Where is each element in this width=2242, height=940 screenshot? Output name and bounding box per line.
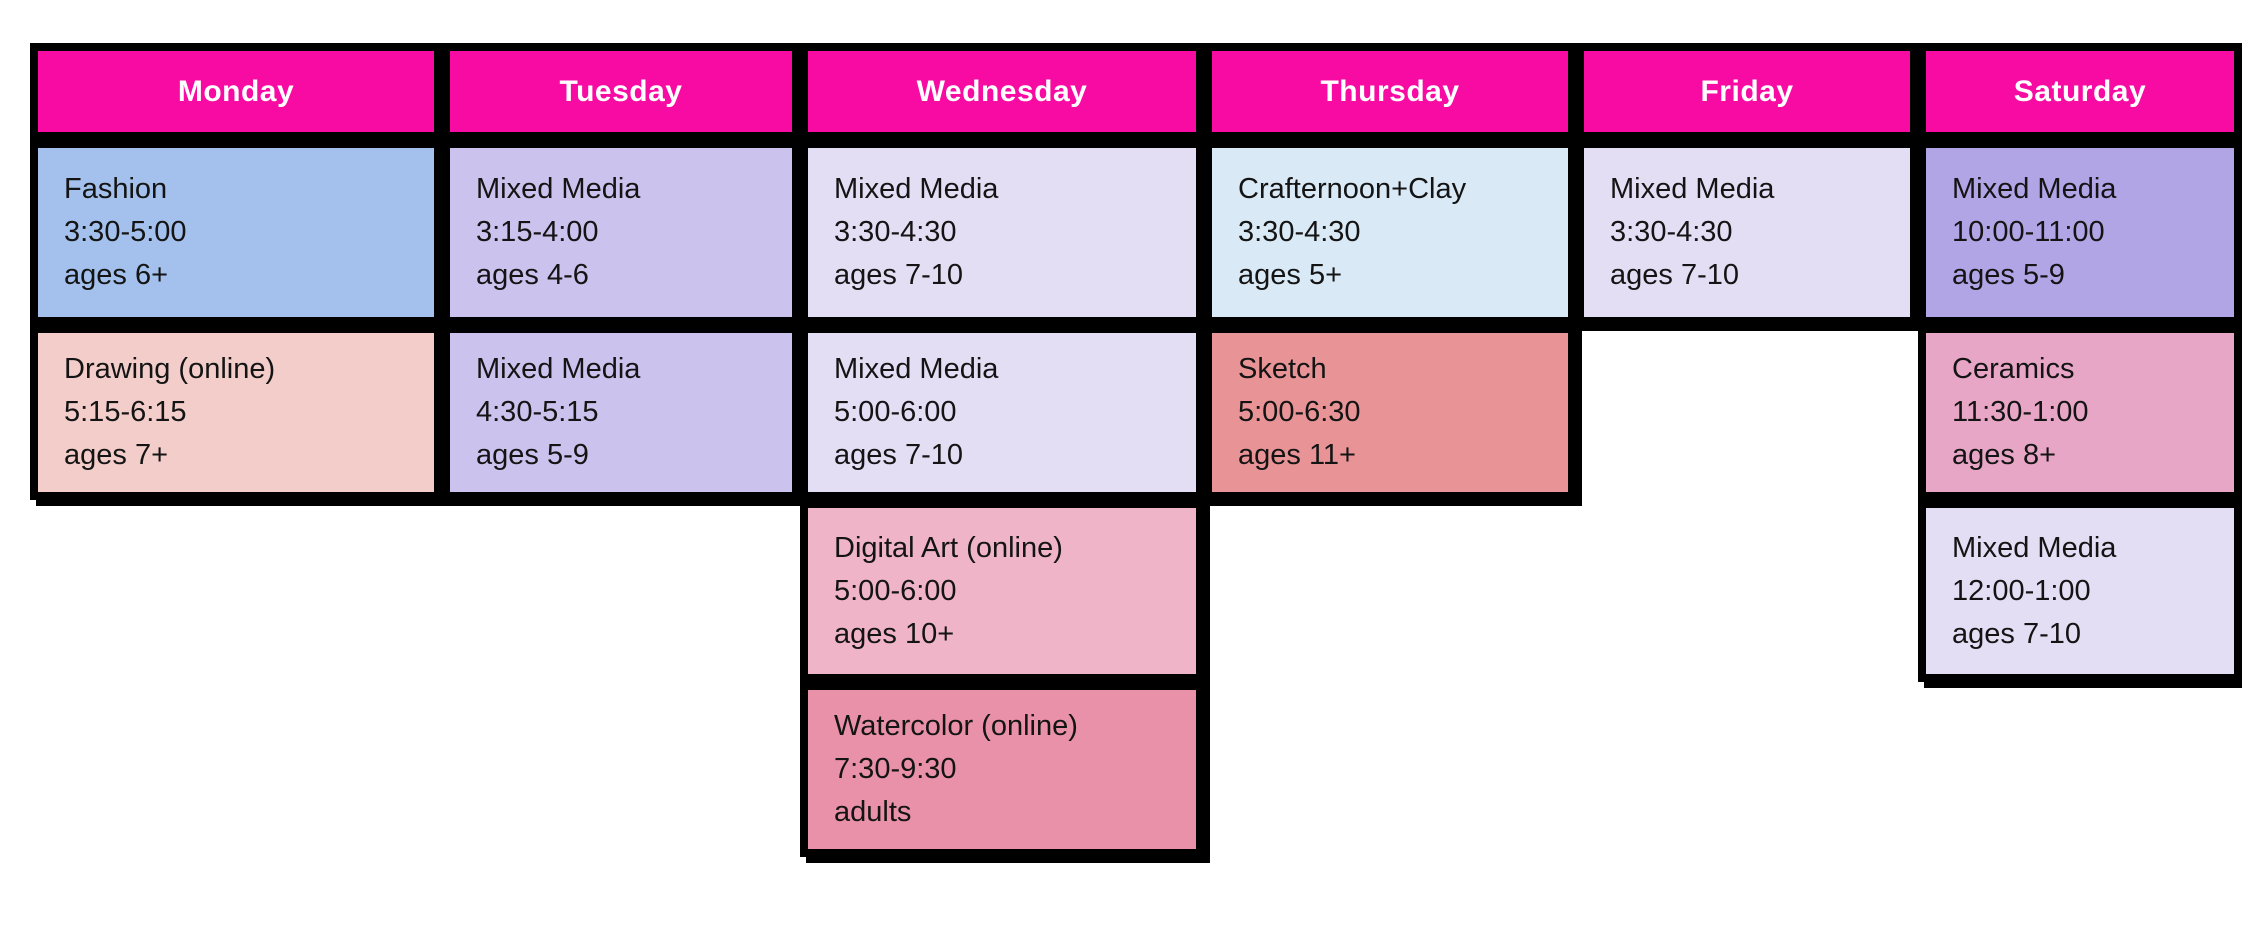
class-title: Mixed Media <box>834 353 999 385</box>
class-cell-thursday-2: Sketch 5:00-6:30 ages 11+ <box>1204 325 1576 500</box>
day-label: Tuesday <box>559 74 683 108</box>
class-time: 3:30-4:30 <box>834 216 957 248</box>
class-time: 5:00-6:00 <box>834 574 957 607</box>
class-ages: ages 7-10 <box>1610 259 1739 291</box>
class-title: Mixed Media <box>1952 531 2117 564</box>
day-header-tuesday: Tuesday <box>442 43 800 140</box>
class-time: 12:00-1:00 <box>1952 574 2091 607</box>
class-title: Digital Art (online) <box>834 531 1063 564</box>
class-time: 4:30-5:15 <box>476 396 599 428</box>
day-header-saturday: Saturday <box>1918 43 2242 140</box>
class-ages: adults <box>834 796 912 828</box>
class-title: Fashion <box>64 173 168 205</box>
class-ages: ages 8+ <box>1952 439 2057 471</box>
class-cell-wednesday-1: Mixed Media 3:30-4:30 ages 7-10 <box>800 140 1204 325</box>
class-cell-saturday-3: Mixed Media 12:00-1:00 ages 7-10 <box>1918 500 2242 682</box>
class-ages: ages 11+ <box>1238 439 1356 471</box>
class-time: 3:30-4:30 <box>1610 216 1733 248</box>
class-title: Drawing (online) <box>64 353 276 385</box>
class-time: 5:00-6:30 <box>1238 396 1361 428</box>
class-title: Crafternoon+Clay <box>1238 173 1467 205</box>
day-label: Thursday <box>1320 74 1460 108</box>
class-time: 5:15-6:15 <box>64 396 187 428</box>
class-cell-saturday-2: Ceramics 11:30-1:00 ages 8+ <box>1918 325 2242 500</box>
class-ages: ages 7+ <box>64 439 169 471</box>
class-ages: ages 7-10 <box>834 259 963 291</box>
class-title: Watercolor (online) <box>834 710 1078 742</box>
class-time: 7:30-9:30 <box>834 753 957 785</box>
day-header-monday: Monday <box>30 43 442 140</box>
day-header-thursday: Thursday <box>1204 43 1576 140</box>
class-cell-monday-1: Fashion 3:30-5:00 ages 6+ <box>30 140 442 325</box>
class-cell-wednesday-4: Watercolor (online) 7:30-9:30 adults <box>800 682 1204 857</box>
class-ages: ages 5+ <box>1238 259 1343 291</box>
class-ages: ages 7-10 <box>1952 617 2081 650</box>
day-label: Wednesday <box>916 74 1088 108</box>
class-time: 10:00-11:00 <box>1952 216 2105 248</box>
class-cell-thursday-1: Crafternoon+Clay 3:30-4:30 ages 5+ <box>1204 140 1576 325</box>
class-title: Ceramics <box>1952 353 2075 385</box>
day-label: Friday <box>1700 74 1794 108</box>
class-cell-tuesday-1: Mixed Media 3:15-4:00 ages 4-6 <box>442 140 800 325</box>
class-title: Mixed Media <box>1610 173 1775 205</box>
schedule-grid: Monday Fashion 3:30-5:00 ages 6+ Drawing (on… <box>30 43 2242 857</box>
day-header-wednesday: Wednesday <box>800 43 1204 140</box>
class-title: Mixed Media <box>1952 173 2117 205</box>
class-cell-wednesday-3: Digital Art (online) 5:00-6:00 ages 10+ <box>800 500 1204 682</box>
class-time: 3:30-4:30 <box>1238 216 1361 248</box>
class-title: Mixed Media <box>476 173 641 205</box>
class-cell-saturday-1: Mixed Media 10:00-11:00 ages 5-9 <box>1918 140 2242 325</box>
class-time: 11:30-1:00 <box>1952 396 2089 428</box>
class-ages: ages 10+ <box>834 617 955 650</box>
class-ages: ages 4-6 <box>476 259 589 291</box>
class-time: 3:15-4:00 <box>476 216 599 248</box>
class-ages: ages 6+ <box>64 259 169 291</box>
class-ages: ages 5-9 <box>1952 259 2065 291</box>
class-cell-wednesday-2: Mixed Media 5:00-6:00 ages 7-10 <box>800 325 1204 500</box>
class-cell-friday-1: Mixed Media 3:30-4:30 ages 7-10 <box>1576 140 1918 325</box>
class-ages: ages 5-9 <box>476 439 589 471</box>
day-label: Saturday <box>2013 74 2147 108</box>
class-cell-tuesday-2: Mixed Media 4:30-5:15 ages 5-9 <box>442 325 800 500</box>
class-title: Mixed Media <box>476 353 641 385</box>
class-time: 5:00-6:00 <box>834 396 957 428</box>
class-cell-monday-2: Drawing (online) 5:15-6:15 ages 7+ <box>30 325 442 500</box>
day-label: Monday <box>177 74 295 108</box>
class-title: Mixed Media <box>834 173 999 205</box>
class-ages: ages 7-10 <box>834 439 963 471</box>
class-title: Sketch <box>1238 353 1327 385</box>
day-header-friday: Friday <box>1576 43 1918 140</box>
class-time: 3:30-5:00 <box>64 216 187 248</box>
